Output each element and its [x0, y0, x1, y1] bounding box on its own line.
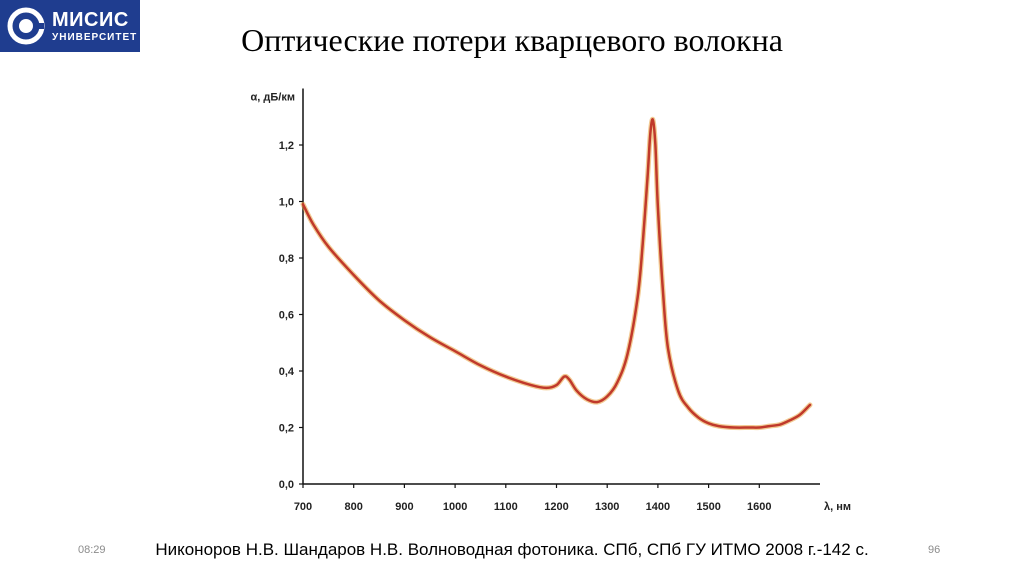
series-line [301, 118, 812, 429]
logo-text: МИСИС УНИВЕРСИТЕТ [52, 10, 137, 43]
footer-reference: Никоноров Н.В. Шандаров Н.В. Волноводная… [155, 540, 869, 559]
y-tick-label: 0,8 [279, 253, 294, 265]
university-logo: МИСИС УНИВЕРСИТЕТ [0, 0, 140, 52]
y-tick-label: 0,0 [279, 479, 294, 491]
x-tick-label: 1600 [747, 501, 771, 513]
series-line-glow [300, 116, 813, 431]
x-tick-label: 800 [345, 501, 363, 513]
x-tick-label: 1000 [443, 501, 467, 513]
y-tick-label: 1,2 [279, 140, 294, 152]
x-tick-label: 1100 [494, 501, 518, 513]
x-tick-label: 700 [294, 501, 312, 513]
x-tick-label: 1300 [595, 501, 619, 513]
footer-time: 08:29 [78, 544, 106, 556]
page-number: 96 [928, 544, 941, 556]
y-tick-label: 0,2 [279, 423, 294, 435]
slide-title: Оптические потери кварцевого волокна [241, 22, 783, 58]
x-tick-label: 1400 [646, 501, 670, 513]
y-tick-label: 0,4 [279, 366, 295, 378]
y-axis-label: α, дБ/км [251, 92, 295, 104]
y-tick-label: 0,6 [279, 310, 294, 322]
misis-logo-icon [7, 7, 45, 45]
logo-line2: УНИВЕРСИТЕТ [52, 31, 138, 43]
x-tick-label: 1200 [544, 501, 568, 513]
x-tick-label: 1500 [696, 501, 720, 513]
logo-line1: МИСИС [52, 8, 129, 31]
y-tick-label: 1,0 [279, 197, 294, 209]
x-axis-label: λ, нм [824, 501, 851, 513]
x-tick-label: 900 [395, 501, 413, 513]
